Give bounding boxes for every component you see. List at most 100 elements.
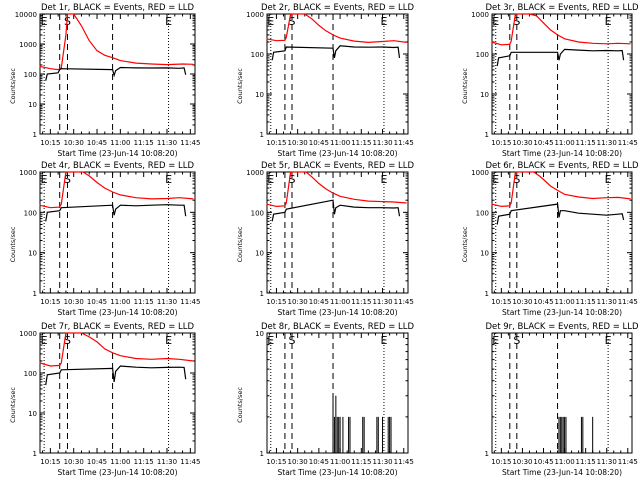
panel-title: Det 5r, BLACK = Events, RED = LLD (261, 161, 415, 171)
interval-marker-label: E (380, 173, 387, 186)
events-rate-line (496, 203, 625, 225)
interval-marker-label: E (492, 15, 499, 28)
y-tick-label: 1000 (19, 330, 37, 338)
interval-marker-label: E (267, 334, 274, 347)
y-tick-label: 1 (485, 131, 489, 139)
x-tick-label: 10:30 (64, 139, 84, 147)
y-tick-label: 100 (476, 51, 489, 59)
panel-det-2: Det 2r, BLACK = Events, RED = LLD Start T… (236, 3, 415, 158)
y-tick-label: 1000 (471, 169, 489, 177)
y-tick-label: 1 (485, 290, 489, 298)
x-tick-label: 11:15 (576, 458, 596, 466)
x-tick-label: 10:30 (288, 298, 308, 306)
interval-marker-label: E (605, 15, 612, 28)
y-axis-label: Counts/sec (461, 226, 469, 262)
x-tick-label: 11:15 (576, 298, 596, 306)
interval-marker-label: E (267, 173, 274, 186)
panel-title: Det 9r, BLACK = Events, RED = LLD (485, 322, 639, 332)
y-tick-label: 1000 (246, 169, 264, 177)
events-rate-line (45, 204, 187, 222)
x-tick-label: 10:30 (512, 458, 532, 466)
x-tick-label: 10:45 (309, 458, 329, 466)
x-tick-label: 10:15 (266, 458, 286, 466)
interval-marker-label: S (64, 173, 71, 186)
x-tick-label: 11:45 (180, 458, 200, 466)
x-tick-label: 11:30 (157, 298, 177, 306)
x-tick-label: 11:30 (372, 298, 392, 306)
plot-frame (39, 13, 196, 135)
x-tick-label: 10:30 (288, 458, 308, 466)
x-tick-label: 11:30 (597, 458, 617, 466)
y-tick-label: 1 (260, 450, 264, 458)
lld-rate-line (39, 171, 194, 209)
x-tick-label: 10:45 (533, 298, 553, 306)
x-tick-label: 10:15 (266, 298, 286, 306)
y-tick-label: 10 (28, 410, 37, 418)
y-tick-label: 10 (480, 91, 489, 99)
interval-marker-label: S (289, 173, 296, 186)
y-axis-label: Counts/sec (9, 387, 17, 423)
x-tick-label: 11:30 (372, 139, 392, 147)
x-tick-label: 11:45 (180, 139, 200, 147)
x-tick-label: 11:45 (394, 139, 414, 147)
x-tick-label: 10:45 (533, 139, 553, 147)
panel-title: Det 7r, BLACK = Events, RED = LLD (41, 322, 195, 332)
y-tick-label: 1000 (246, 11, 264, 19)
panel-title: Det 8r, BLACK = Events, RED = LLD (261, 322, 415, 332)
y-tick-label: 100 (24, 209, 37, 217)
x-tick-label: 10:30 (512, 298, 532, 306)
y-tick-label: 10 (480, 250, 489, 258)
x-tick-label: 10:30 (64, 458, 84, 466)
x-tick-label: 10:15 (40, 458, 60, 466)
x-axis-label: Start Time (23-Jun-14 10:08:20) (278, 308, 398, 317)
y-axis-label: Counts/sec (236, 387, 244, 423)
interval-marker-label: E (165, 15, 172, 28)
y-tick-label: 10 (255, 91, 264, 99)
x-tick-label: 10:45 (87, 298, 107, 306)
x-tick-label: 10:30 (64, 298, 84, 306)
y-tick-label: 1000 (471, 11, 489, 19)
y-axis-label: Counts/sec (9, 226, 17, 262)
x-tick-label: 11:00 (554, 298, 574, 306)
interval-marker-label: E (380, 334, 387, 347)
y-axis-label: Counts/sec (9, 68, 17, 104)
y-tick-label: 100 (251, 209, 264, 217)
x-tick-label: 11:45 (394, 458, 414, 466)
panel-det-9: Det 9r, BLACK = Events, RED = LLD Start T… (485, 322, 639, 477)
y-axis-label: Counts/sec (236, 68, 244, 104)
x-tick-label: 11:30 (157, 139, 177, 147)
interval-marker-label: S (289, 15, 296, 28)
interval-marker-label: E (41, 15, 48, 28)
panel-title: Det 6r, BLACK = Events, RED = LLD (485, 161, 639, 171)
x-axis-label: Start Time (23-Jun-14 10:08:20) (58, 468, 178, 477)
plot-frame (491, 13, 633, 135)
panel-title: Det 4r, BLACK = Events, RED = LLD (41, 161, 195, 171)
x-tick-label: 11:00 (110, 458, 130, 466)
y-tick-label: 100 (251, 51, 264, 59)
y-tick-label: 1 (33, 450, 37, 458)
interval-marker-label: E (41, 334, 48, 347)
y-tick-label: 1000 (19, 41, 37, 49)
x-tick-label: 10:15 (266, 139, 286, 147)
x-axis-label: Start Time (23-Jun-14 10:08:20) (278, 149, 398, 158)
lld-rate-line (491, 13, 631, 46)
interval-marker-label: S (513, 15, 520, 28)
y-axis-label: Counts/sec (461, 68, 469, 104)
x-tick-label: 11:15 (134, 298, 154, 306)
x-tick-label: 10:15 (491, 298, 511, 306)
interval-marker-label: E (41, 173, 48, 186)
x-axis-label: Start Time (23-Jun-14 10:08:20) (278, 468, 398, 477)
panel-det-3: Det 3r, BLACK = Events, RED = LLD Start T… (461, 3, 639, 158)
x-axis-label: Start Time (23-Jun-14 10:08:20) (58, 149, 178, 158)
y-tick-label: 10000 (15, 11, 37, 19)
y-tick-label: 100 (476, 209, 489, 217)
interval-marker-label: E (605, 173, 612, 186)
x-tick-label: 11:15 (351, 458, 371, 466)
interval-marker-label: E (492, 334, 499, 347)
interval-marker-label: E (165, 334, 172, 347)
x-axis-label: Start Time (23-Jun-14 10:08:20) (58, 308, 178, 317)
y-tick-label: 100 (24, 370, 37, 378)
lld-rate-line (266, 13, 407, 44)
x-tick-label: 10:45 (309, 298, 329, 306)
